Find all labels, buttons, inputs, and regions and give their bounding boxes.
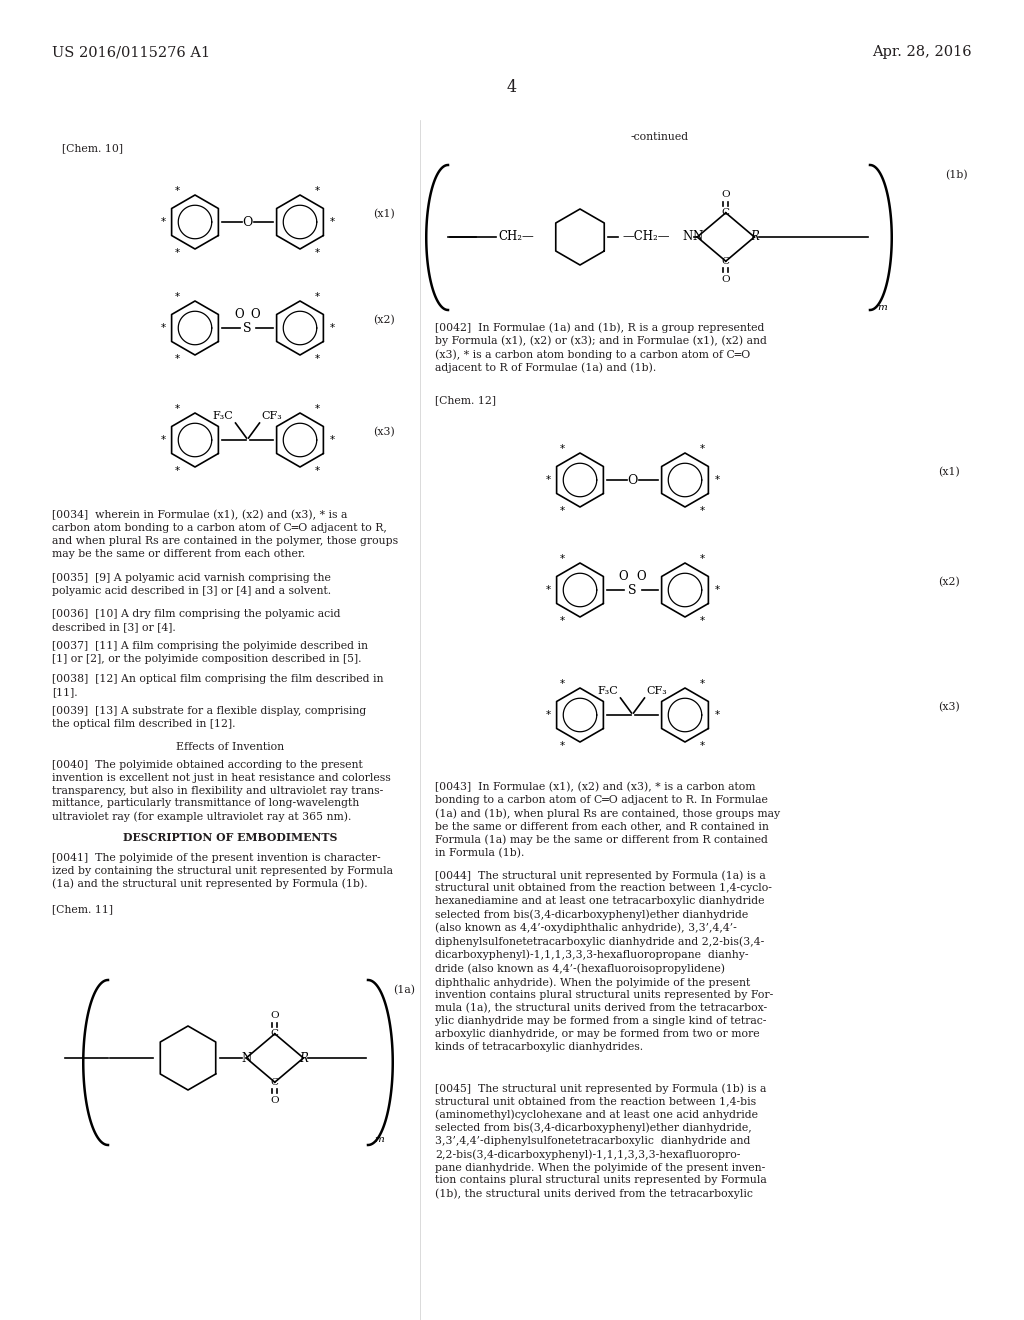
Text: [Chem. 11]: [Chem. 11] [52,904,113,913]
Text: [0042]  In Formulae (1a) and (1b), R is a group represented
by Formula (x1), (x2: [0042] In Formulae (1a) and (1b), R is a… [435,322,767,374]
Text: (x3): (x3) [374,426,395,437]
Text: *: * [700,444,706,454]
Text: [0040]  The polyimide obtained according to the present
invention is excellent n: [0040] The polyimide obtained according … [52,760,391,822]
Text: *: * [315,186,321,195]
Text: -continued: -continued [631,132,689,143]
Text: US 2016/0115276 A1: US 2016/0115276 A1 [52,45,210,59]
Text: [0035]  [9] A polyamic acid varnish comprising the
polyamic acid described in [3: [0035] [9] A polyamic acid varnish compr… [52,573,331,595]
Text: *: * [161,216,166,227]
Text: *: * [175,186,180,195]
Text: O: O [628,474,638,487]
Text: *: * [315,404,321,414]
Text: O: O [618,570,629,583]
Text: O: O [234,309,245,322]
Text: (x3): (x3) [938,702,961,713]
Text: N: N [683,231,693,243]
Text: *: * [330,436,335,445]
Text: *: * [315,292,321,302]
Text: N: N [692,231,702,243]
Text: CH₂—: CH₂— [498,231,534,243]
Text: O: O [251,309,260,322]
Text: C: C [722,256,730,265]
Text: (x2): (x2) [938,577,961,587]
Text: *: * [315,466,321,477]
Text: Effects of Invention: Effects of Invention [176,742,284,752]
Text: Apr. 28, 2016: Apr. 28, 2016 [872,45,972,59]
Text: CF₃: CF₃ [646,686,668,696]
Text: *: * [560,741,565,751]
Text: O: O [270,1011,280,1020]
Text: (x1): (x1) [938,467,961,477]
Text: R: R [299,1052,308,1064]
Text: C: C [722,209,730,218]
Text: *: * [330,323,335,333]
Text: *: * [161,323,166,333]
Text: S: S [629,583,637,597]
Text: *: * [546,475,551,484]
Text: DESCRIPTION OF EMBODIMENTS: DESCRIPTION OF EMBODIMENTS [123,832,337,843]
Text: F₃C: F₃C [213,411,233,421]
Text: *: * [315,354,321,364]
Text: O: O [270,1096,280,1105]
Text: [0034]  wherein in Formulae (x1), (x2) and (x3), * is a
carbon atom bonding to a: [0034] wherein in Formulae (x1), (x2) an… [52,510,398,558]
Text: *: * [175,248,180,257]
Text: [0045]  The structural unit represented by Formula (1b) is a
structural unit obt: [0045] The structural unit represented b… [435,1082,767,1199]
Text: [0038]  [12] An optical film comprising the film described in
[11].: [0038] [12] An optical film comprising t… [52,675,384,697]
Text: R: R [750,231,759,243]
Text: (1a): (1a) [393,985,415,995]
Text: [Chem. 12]: [Chem. 12] [435,395,496,405]
Text: F₃C: F₃C [598,686,618,696]
Text: N: N [241,1052,251,1064]
Text: *: * [560,616,565,626]
Text: *: * [700,554,706,564]
Text: O: O [722,275,730,284]
Text: *: * [715,710,720,719]
Text: [0043]  In Formulae (x1), (x2) and (x3), * is a carbon atom
bonding to a carbon : [0043] In Formulae (x1), (x2) and (x3), … [435,781,780,858]
Text: [0041]  The polyimide of the present invention is character-
ized by containing : [0041] The polyimide of the present inve… [52,853,393,890]
Text: *: * [175,466,180,477]
Text: 4: 4 [507,79,517,96]
Text: (x2): (x2) [374,315,395,325]
Text: *: * [560,678,565,689]
Text: [0036]  [10] A dry film comprising the polyamic acid
described in [3] or [4].: [0036] [10] A dry film comprising the po… [52,609,341,632]
Text: *: * [546,710,551,719]
Text: CF₃: CF₃ [261,411,283,421]
Text: *: * [560,554,565,564]
Text: *: * [700,616,706,626]
Text: *: * [560,444,565,454]
Text: *: * [161,436,166,445]
Text: *: * [700,741,706,751]
Text: C: C [270,1030,279,1039]
Text: *: * [330,216,335,227]
Text: (x1): (x1) [374,209,395,219]
Text: [Chem. 10]: [Chem. 10] [62,143,123,153]
Text: *: * [175,404,180,414]
Text: O: O [243,215,253,228]
Text: *: * [715,475,720,484]
Text: *: * [700,506,706,516]
Text: m: m [374,1135,384,1144]
Text: S: S [244,322,252,334]
Text: *: * [715,585,720,595]
Text: *: * [700,678,706,689]
Text: O: O [637,570,646,583]
Text: *: * [315,248,321,257]
Text: [0037]  [11] A film comprising the polyimide described in
[1] or [2], or the pol: [0037] [11] A film comprising the polyim… [52,642,368,664]
Text: —CH₂—: —CH₂— [622,231,670,243]
Text: m: m [877,302,887,312]
Text: *: * [546,585,551,595]
Text: (1b): (1b) [945,170,968,180]
Text: O: O [722,190,730,199]
Text: C: C [270,1077,279,1086]
Text: [0039]  [13] A substrate for a flexible display, comprising
the optical film des: [0039] [13] A substrate for a flexible d… [52,706,367,729]
Text: *: * [175,354,180,364]
Text: [0044]  The structural unit represented by Formula (1a) is a
structural unit obt: [0044] The structural unit represented b… [435,870,773,1052]
Text: *: * [560,506,565,516]
Text: *: * [175,292,180,302]
